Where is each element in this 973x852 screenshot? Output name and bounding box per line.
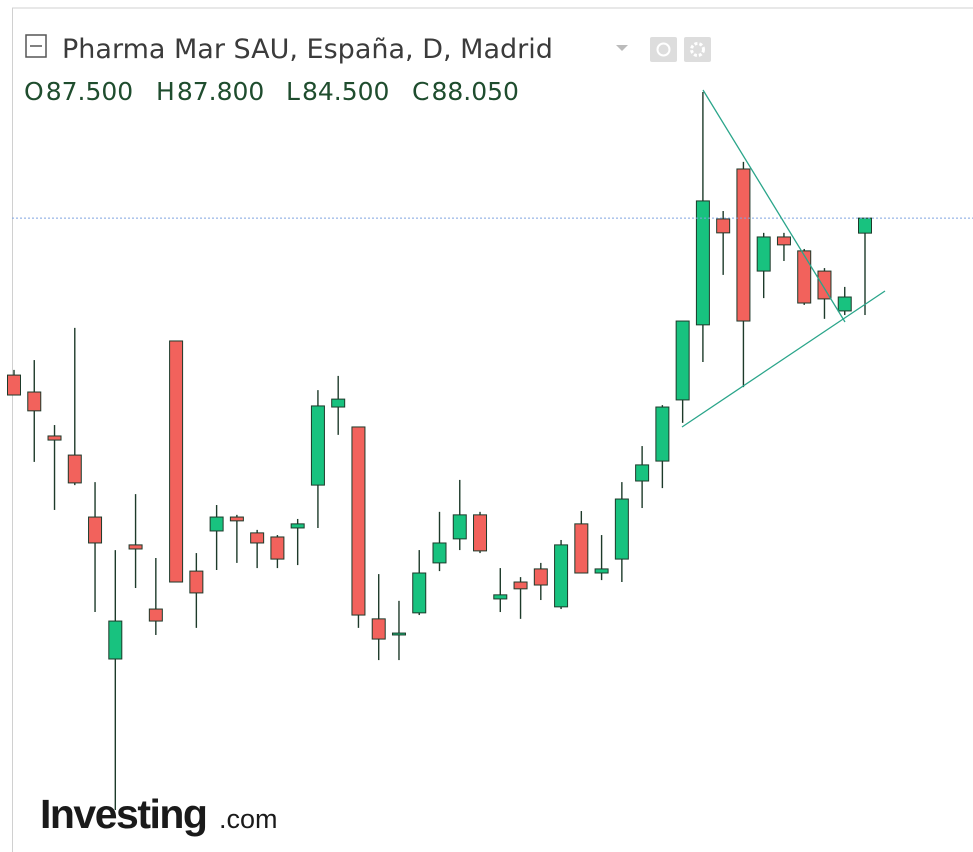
logo-brand: Investing bbox=[40, 791, 206, 837]
candle-body bbox=[797, 250, 812, 304]
candle-body bbox=[513, 581, 528, 590]
candle-body bbox=[533, 568, 548, 586]
logo-suffix: .com bbox=[219, 804, 278, 834]
candle-body bbox=[391, 632, 406, 636]
candle-body bbox=[108, 620, 123, 660]
candle-body bbox=[756, 236, 771, 272]
candle-body bbox=[635, 464, 650, 482]
candle-body bbox=[412, 572, 427, 614]
ohlc-label: O bbox=[24, 77, 44, 106]
candle-body bbox=[310, 405, 325, 486]
candle-body bbox=[128, 544, 143, 550]
candle-body bbox=[27, 391, 42, 412]
candle-body bbox=[371, 618, 386, 640]
candle-body bbox=[695, 200, 710, 326]
candle-body bbox=[837, 296, 852, 312]
candle-body bbox=[250, 532, 265, 544]
candle-body bbox=[554, 544, 569, 608]
eye-icon[interactable] bbox=[650, 37, 677, 62]
ohlc-label: L bbox=[286, 77, 300, 106]
ohlc-value: 87.800 bbox=[177, 77, 264, 106]
candle-body bbox=[776, 236, 791, 246]
candle-body bbox=[614, 498, 629, 560]
candle-body bbox=[209, 516, 224, 532]
candle-body bbox=[169, 340, 184, 583]
candle-body bbox=[189, 570, 204, 594]
candle-body bbox=[655, 406, 670, 462]
candle-body bbox=[270, 536, 285, 560]
candle-body bbox=[88, 516, 103, 544]
ohlc-label: C bbox=[412, 77, 429, 106]
candle-body bbox=[290, 523, 305, 529]
eye-icon-pupil bbox=[656, 42, 671, 57]
candle-body bbox=[716, 218, 731, 234]
candle-body bbox=[47, 435, 62, 441]
candle-body bbox=[675, 320, 690, 401]
candle-body bbox=[493, 594, 508, 600]
candle-body bbox=[432, 542, 447, 564]
chart-title: Pharma Mar SAU, España, D, Madrid bbox=[62, 34, 553, 65]
candle-body bbox=[331, 398, 346, 408]
candle-body bbox=[452, 514, 467, 540]
candle-body bbox=[817, 270, 832, 300]
ohlc-label: H bbox=[156, 77, 175, 106]
dropdown-icon[interactable] bbox=[616, 45, 628, 51]
candle-body bbox=[594, 568, 609, 574]
candle-body bbox=[7, 374, 21, 396]
candle-body bbox=[351, 426, 366, 616]
trend-line bbox=[702, 89, 846, 323]
settings-icon-gear bbox=[690, 42, 705, 57]
settings-icon[interactable] bbox=[684, 37, 711, 62]
candle-body bbox=[67, 454, 82, 484]
candles bbox=[7, 91, 973, 810]
ohlc-legend: O 87.500 H 87.800 L 84.500 C 88.050 bbox=[24, 77, 519, 106]
candle-body bbox=[229, 516, 244, 522]
ohlc-value: 87.500 bbox=[46, 77, 133, 106]
trend-line bbox=[681, 290, 886, 428]
ohlc-value: 88.050 bbox=[431, 77, 518, 106]
candle-body bbox=[473, 514, 488, 552]
ohlc-value: 84.500 bbox=[302, 77, 389, 106]
candle-body bbox=[574, 523, 589, 574]
candle-body bbox=[736, 168, 751, 322]
candle-body bbox=[858, 217, 872, 234]
candle-body bbox=[148, 608, 163, 622]
